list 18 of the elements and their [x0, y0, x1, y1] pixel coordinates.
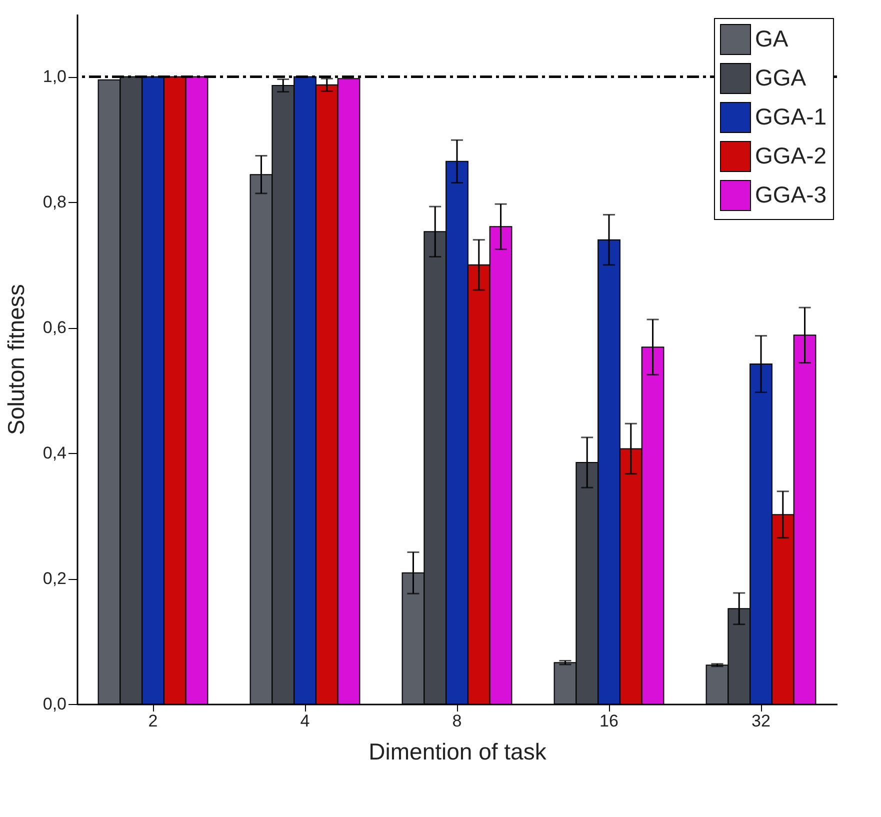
- x-tick-label: 4: [300, 712, 310, 730]
- x-tick-label: 2: [148, 712, 158, 730]
- legend-label: GGA-3: [755, 182, 827, 208]
- legend-label: GA: [755, 26, 789, 52]
- y-tick-label: 0,4: [42, 444, 66, 463]
- legend-label: GGA-2: [755, 142, 827, 168]
- y-tick-label: 1,0: [42, 67, 66, 86]
- legend-label: GGA-1: [755, 104, 827, 130]
- y-tick-label: 0,6: [42, 318, 66, 338]
- x-axis-title: Dimention of task: [368, 738, 547, 764]
- legend-label: GGA: [755, 64, 807, 90]
- y-tick-label: 0,8: [42, 192, 66, 212]
- x-tick-label: 8: [452, 712, 462, 730]
- y-tick-label: 0,0: [42, 694, 66, 714]
- x-tick-label: 16: [600, 712, 618, 730]
- y-tick-label: 0,2: [42, 569, 66, 588]
- x-tick-label: 32: [752, 712, 770, 730]
- y-axis-title: Soluton fitness: [2, 284, 29, 435]
